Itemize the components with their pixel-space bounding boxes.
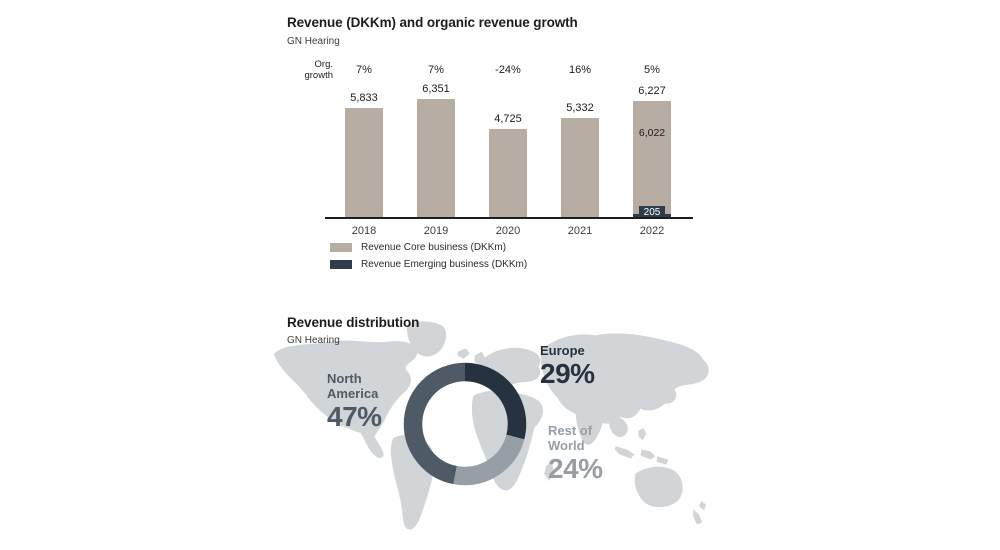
donut-label-europe: Europe 29%	[540, 343, 640, 389]
bar-value-label-2022: 6,227	[638, 85, 666, 98]
legend-label-emerging: Revenue Emerging business (DKKm)	[361, 259, 528, 270]
distribution-subtitle: GN Hearing	[287, 335, 340, 346]
emerging-badge: 205	[639, 206, 665, 219]
region-name-north-america: North America	[327, 371, 379, 401]
growth-value-2021: 16%	[568, 64, 592, 76]
growth-value-2022: 5%	[644, 64, 660, 76]
donut-label-rest-of-world: Rest of World 24%	[548, 423, 614, 484]
year-label-2019: 2019	[423, 225, 449, 237]
donut-segment-rest-of-world	[403, 362, 527, 486]
x-axis-line	[325, 217, 693, 219]
bar-2019-core	[417, 98, 455, 218]
map-india	[575, 405, 603, 445]
region-pct-rest-of-world: 24%	[548, 453, 603, 484]
map-australia	[634, 466, 683, 508]
bar-value-label-2021: 5,332	[566, 101, 594, 114]
legend-swatch-emerging	[330, 260, 352, 269]
region-name-europe: Europe	[540, 343, 585, 358]
donut-chart	[403, 362, 527, 486]
map-se-asia	[608, 416, 628, 438]
map-madagascar	[544, 462, 555, 481]
year-label-2020: 2020	[495, 225, 521, 237]
growth-value-2019: 7%	[428, 64, 444, 76]
map-indonesia-3	[656, 456, 669, 465]
bar-value-label-2020: 4,725	[494, 113, 522, 126]
map-new-zealand	[693, 501, 707, 525]
region-pct-north-america: 47%	[327, 401, 382, 432]
bar-value-label-2018: 5,833	[350, 92, 378, 105]
bar-2021-core	[561, 117, 599, 218]
donut-segment-north-america	[403, 362, 527, 486]
distribution-title: Revenue distribution	[287, 315, 420, 330]
map-philippines	[638, 427, 647, 441]
growth-value-2020: -24%	[495, 64, 521, 76]
growth-value-2018: 7%	[356, 64, 372, 76]
org-growth-header: Org. growth	[304, 59, 333, 81]
region-pct-europe: 29%	[540, 358, 595, 389]
inside-bar-label: 6,022	[638, 127, 666, 139]
map-japan	[652, 375, 666, 396]
bar-2020-core	[489, 129, 527, 218]
region-name-rest-of-world: Rest of World	[548, 423, 593, 453]
map-asia	[540, 333, 709, 424]
bar-2022-core	[633, 101, 671, 214]
year-label-2022: 2022	[639, 225, 665, 237]
legend-label-core: Revenue Core business (DKKm)	[361, 242, 507, 253]
bar-chart-subtitle: GN Hearing	[287, 36, 340, 47]
year-label-2021: 2021	[567, 225, 593, 237]
map-indonesia-2	[640, 449, 656, 460]
map-uk	[474, 351, 486, 366]
year-label-2018: 2018	[351, 225, 377, 237]
bar-value-label-2019: 6,351	[422, 82, 450, 95]
map-indonesia-1	[614, 446, 635, 459]
bar-chart-title: Revenue (DKKm) and organic revenue growt…	[287, 15, 578, 30]
map-greenland	[406, 321, 447, 357]
donut-label-north-america: North America 47%	[327, 371, 407, 432]
map-north-america	[273, 340, 418, 459]
bar-2018-core	[345, 108, 383, 218]
legend-swatch-core	[330, 243, 352, 252]
